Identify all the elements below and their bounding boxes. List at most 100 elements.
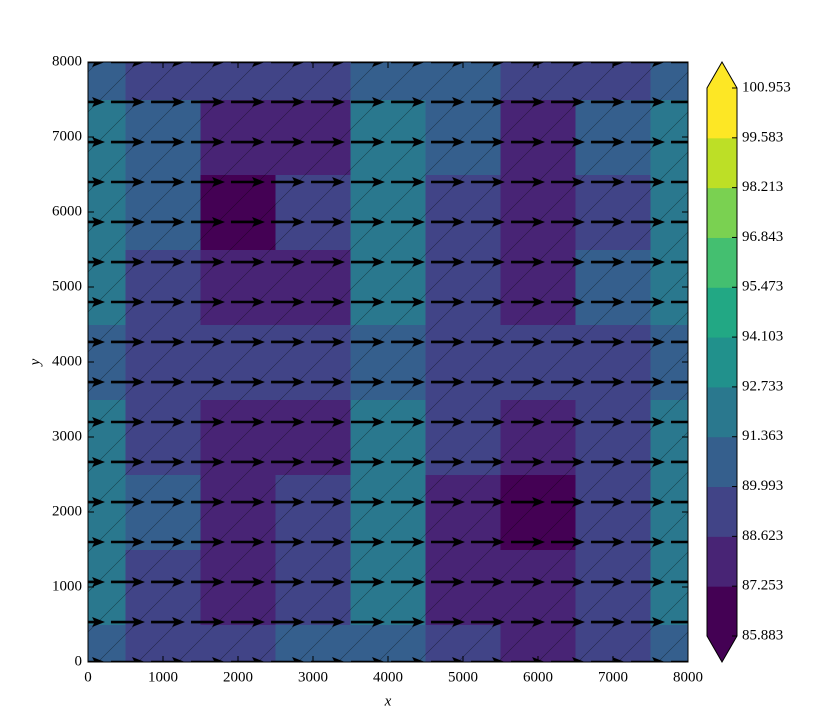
quiver-arrow xyxy=(88,657,105,662)
y-tick-label: 3000 xyxy=(52,428,82,444)
quiver-arrow xyxy=(350,576,385,587)
y-tick-label: 7000 xyxy=(52,128,82,144)
quiver-arrow xyxy=(391,576,426,587)
quiver-arrow xyxy=(350,96,385,107)
quiver-arrow xyxy=(470,62,505,67)
quiver-arrow xyxy=(590,96,625,107)
quiver-arrow xyxy=(230,617,265,628)
quiver-arrow xyxy=(230,137,265,148)
quiver-arrow xyxy=(151,657,186,662)
quiver-arrow xyxy=(88,177,105,187)
quiver-arrow xyxy=(590,177,625,187)
quiver-arrow xyxy=(391,257,426,268)
quiver-arrow xyxy=(470,497,505,508)
quiver-arrow xyxy=(191,297,225,307)
quiver-arrow xyxy=(110,456,145,467)
quiver-arrow xyxy=(350,417,385,427)
quiver-arrow xyxy=(631,417,666,427)
quiver-arrow xyxy=(590,62,625,67)
quiver-arrow xyxy=(470,297,505,307)
x-tick-label: 3000 xyxy=(298,669,328,685)
quiver-arrow xyxy=(431,497,465,508)
quiver-arrow xyxy=(470,137,505,148)
quiver-arrow xyxy=(271,377,306,388)
colorbar-band xyxy=(707,287,737,338)
quiver-arrow xyxy=(88,377,105,388)
colorbar-tick-label: 99.583 xyxy=(742,129,783,145)
quiver-arrow xyxy=(391,537,426,547)
colorbar-band xyxy=(707,536,737,587)
colorbar-band xyxy=(707,237,737,288)
quiver-arrow xyxy=(391,377,426,388)
y-tick-label: 8000 xyxy=(52,53,82,69)
quiver xyxy=(88,62,688,662)
quiver-arrow xyxy=(391,497,426,508)
quiver-arrow xyxy=(631,456,666,467)
quiver-arrow xyxy=(391,456,426,467)
quiver-arrow xyxy=(271,257,306,268)
quiver-arrow xyxy=(191,497,225,508)
quiver-arrow xyxy=(590,336,625,347)
quiver-arrow xyxy=(151,497,186,508)
quiver-arrow xyxy=(311,257,345,268)
x-tick-label: 8000 xyxy=(673,669,703,685)
quiver-arrow xyxy=(110,216,145,227)
quiver-arrow xyxy=(590,497,625,508)
quiver-arrow xyxy=(151,456,186,467)
quiver-arrow xyxy=(431,216,465,227)
quiver-arrow xyxy=(191,657,225,662)
quiver-arrow xyxy=(511,216,546,227)
quiver-arrow xyxy=(110,297,145,307)
quiver-arrow xyxy=(671,140,688,144)
quiver-arrow xyxy=(191,257,225,268)
quiver-arrow xyxy=(311,537,345,547)
quiver-arrow xyxy=(151,96,186,107)
quiver-arrow xyxy=(431,62,465,67)
quiver-arrow xyxy=(391,96,426,107)
quiver-arrow xyxy=(151,297,186,307)
quiver-arrow xyxy=(431,137,465,148)
quiver-arrow xyxy=(271,417,306,427)
quiver-arrow xyxy=(151,62,186,67)
quiver-arrow xyxy=(511,456,546,467)
quiver-arrow xyxy=(631,177,666,187)
quiver-arrow xyxy=(311,297,345,307)
quiver-arrow xyxy=(431,177,465,187)
quiver-arrow xyxy=(590,377,625,388)
colorbar-band xyxy=(707,337,737,388)
y-tick-label: 1000 xyxy=(52,578,82,594)
y-tick-label: 0 xyxy=(75,653,83,669)
quiver-arrow xyxy=(88,537,105,547)
quiver-arrow xyxy=(511,537,546,547)
quiver-arrow xyxy=(230,297,265,307)
quiver-arrow xyxy=(271,137,306,148)
quiver-arrow xyxy=(511,137,546,148)
quiver-arrow xyxy=(391,336,426,347)
quiver-arrow xyxy=(191,417,225,427)
quiver-arrow xyxy=(350,377,385,388)
quiver-arrow xyxy=(271,537,306,547)
quiver-arrow xyxy=(631,257,666,268)
quiver-arrow xyxy=(311,377,345,388)
quiver-arrow xyxy=(590,257,625,268)
quiver-arrow xyxy=(631,657,666,662)
axes: 0 1000 2000 3000 4000 5000 6000 7000 8000 0 1000 20… xyxy=(52,53,703,685)
hatch xyxy=(88,62,688,662)
quiver-arrow xyxy=(230,377,265,388)
colorbar-band xyxy=(707,386,737,438)
y-tick-label: 2000 xyxy=(52,503,82,519)
quiver-arrow xyxy=(230,96,265,107)
quiver-arrow xyxy=(88,617,105,628)
quiver-arrow xyxy=(230,216,265,227)
y-tick-label: 4000 xyxy=(52,353,82,369)
quiver-arrow xyxy=(470,576,505,587)
quiver-arrow xyxy=(631,336,666,347)
quiver-arrow xyxy=(230,456,265,467)
quiver-arrow xyxy=(110,417,145,427)
quiver-arrow xyxy=(511,377,546,388)
quiver-arrow xyxy=(350,216,385,227)
x-axis-label: x xyxy=(384,693,392,709)
quiver-arrow xyxy=(391,62,426,67)
quiver-arrow xyxy=(311,336,345,347)
quiver-arrow xyxy=(350,257,385,268)
